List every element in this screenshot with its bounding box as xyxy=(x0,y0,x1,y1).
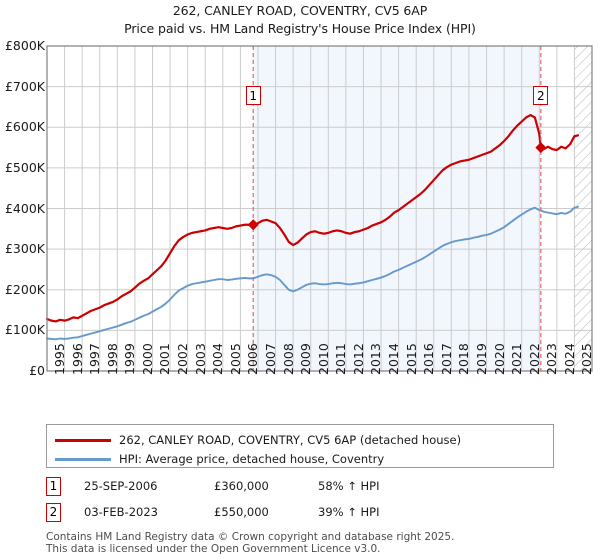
footer-licence-line2: This data is licensed under the Open Gov… xyxy=(46,543,381,555)
footer-copyright-line1: Contains HM Land Registry data © Crown c… xyxy=(46,531,455,543)
x-axis-tick-label: 2003 xyxy=(192,343,208,375)
y-axis-tick-label: £500K xyxy=(4,159,45,175)
sale-marker-point[interactable] xyxy=(535,142,547,154)
sale-index-badge: 1 xyxy=(46,477,61,496)
x-axis-tick-label: 2011 xyxy=(333,343,349,375)
x-axis-tick-label: 1995 xyxy=(52,343,67,375)
sale-price: £360,000 xyxy=(214,479,269,493)
x-axis-tick-label: 2008 xyxy=(280,343,296,375)
legend-color-swatch xyxy=(55,439,111,442)
x-axis-tick-label: 2007 xyxy=(262,343,278,375)
sale-marker-point[interactable] xyxy=(247,219,259,231)
x-axis-tick-label: 2023 xyxy=(544,343,560,375)
sale-index-badge: 2 xyxy=(46,503,61,522)
x-axis-tick-label: 2006 xyxy=(245,343,261,375)
y-axis-tick-label: £700K xyxy=(4,78,45,94)
sale-date: 03-FEB-2023 xyxy=(84,505,158,519)
plot-annotation-2[interactable]: 2 xyxy=(533,86,549,105)
y-axis-tick-label: £600K xyxy=(4,119,45,135)
series-line-price-paid xyxy=(45,113,580,323)
sale-hpi-delta: 39% ↑ HPI xyxy=(318,505,380,519)
y-axis-tick-label: £400K xyxy=(4,200,45,216)
x-axis-tick-label: 2000 xyxy=(139,343,155,375)
series-line-hpi xyxy=(46,205,579,341)
plot-frame xyxy=(46,45,593,372)
x-axis-tick-label: 2025 xyxy=(579,343,595,375)
y-axis-tick-label: £200K xyxy=(4,281,45,297)
x-axis-tick-label: 2009 xyxy=(298,343,314,375)
x-axis-tick-label: 2004 xyxy=(210,343,226,375)
x-axis-tick-label: 2013 xyxy=(368,343,384,375)
chart-legend: 262, CANLEY ROAD, COVENTRY, CV5 6AP (det… xyxy=(46,424,554,468)
x-axis-tick-label: 2001 xyxy=(157,343,173,375)
x-axis-tick-label: 2002 xyxy=(175,343,191,375)
legend-label: HPI: Average price, detached house, Cove… xyxy=(119,452,385,466)
x-axis-tick-label: 2017 xyxy=(438,343,454,375)
sale-hpi-delta: 58% ↑ HPI xyxy=(318,479,380,493)
x-axis-tick-label: 1998 xyxy=(104,343,120,375)
x-axis-tick-label: 2021 xyxy=(509,343,525,375)
y-axis-tick-label: £0 xyxy=(29,363,45,378)
sale-row[interactable]: 2 03-FEB-2023 £550,000 39% ↑ HPI xyxy=(46,503,566,527)
x-axis-tick-label: 2016 xyxy=(421,343,437,375)
x-axis-tick-label: 1999 xyxy=(122,343,138,375)
x-axis-tick-label: 2018 xyxy=(456,343,472,375)
x-axis-tick-label: 1996 xyxy=(69,343,85,375)
x-axis-tick-label: 2015 xyxy=(403,343,419,375)
x-axis-tick-label: 2024 xyxy=(561,343,577,375)
sale-price: £550,000 xyxy=(214,505,269,519)
plot-annotation-1[interactable]: 1 xyxy=(245,86,261,105)
sale-row[interactable]: 1 25-SEP-2006 £360,000 58% ↑ HPI xyxy=(46,477,566,501)
y-axis-tick-label: £100K xyxy=(4,322,45,338)
x-axis-tick-label: 2012 xyxy=(350,343,366,375)
x-axis-tick-label: 2022 xyxy=(526,343,542,375)
y-axis-tick-label: £300K xyxy=(4,241,45,257)
x-axis-tick-label: 2014 xyxy=(386,343,402,375)
legend-color-swatch xyxy=(55,458,111,461)
y-axis-tick-label: £800K xyxy=(4,38,45,53)
x-axis-tick-label: 1997 xyxy=(87,343,103,375)
legend-label: 262, CANLEY ROAD, COVENTRY, CV5 6AP (det… xyxy=(119,433,462,447)
x-axis-tick-label: 2020 xyxy=(491,343,507,375)
sale-date: 25-SEP-2006 xyxy=(84,479,158,493)
x-axis-tick-label: 2019 xyxy=(473,343,489,375)
x-axis-tick-label: 2010 xyxy=(315,343,331,375)
page-title: 262, CANLEY ROAD, COVENTRY, CV5 6AP xyxy=(172,3,428,18)
x-axis-tick-label: 2005 xyxy=(227,343,243,375)
page-subtitle: Price paid vs. HM Land Registry's House … xyxy=(124,21,476,36)
chart-plot-area xyxy=(45,45,593,372)
